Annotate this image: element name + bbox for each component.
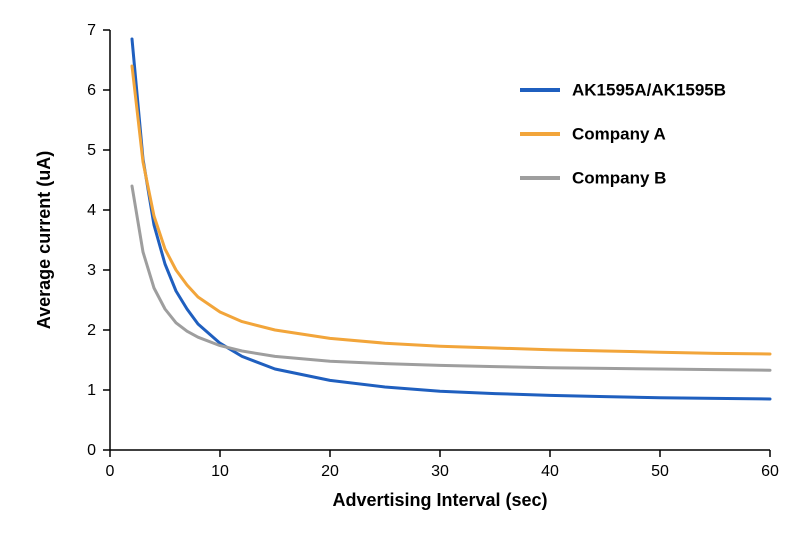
x-axis-label: Advertising Interval (sec): [332, 490, 547, 510]
y-tick-label: 1: [87, 382, 96, 399]
legend-label-2: Company B: [572, 168, 666, 187]
x-tick-label: 50: [651, 463, 669, 480]
x-tick-label: 0: [106, 463, 115, 480]
y-tick-label: 3: [87, 262, 96, 279]
chart-svg: 0 10 20 30 40 50 60 0 1 2 3 4 5 6 7 Advertising Interva…: [0, 0, 800, 533]
y-tick-label: 7: [87, 22, 96, 39]
y-tick-label: 6: [87, 82, 96, 99]
y-tick-label: 4: [87, 202, 96, 219]
x-tick-label: 10: [211, 463, 229, 480]
x-tick-label: 40: [541, 463, 559, 480]
y-tick-label: 0: [87, 442, 96, 459]
y-tick-label: 5: [87, 142, 96, 159]
x-tick-label: 60: [761, 463, 779, 480]
legend-label-0: AK1595A/AK1595B: [572, 80, 726, 99]
y-tick-label: 2: [87, 322, 96, 339]
y-axis-label: Average current (uA): [34, 151, 54, 329]
x-tick-label: 20: [321, 463, 339, 480]
legend-label-1: Company A: [572, 124, 666, 143]
line-chart: 0 10 20 30 40 50 60 0 1 2 3 4 5 6 7 Advertising Interva…: [0, 0, 800, 533]
x-tick-label: 30: [431, 463, 449, 480]
